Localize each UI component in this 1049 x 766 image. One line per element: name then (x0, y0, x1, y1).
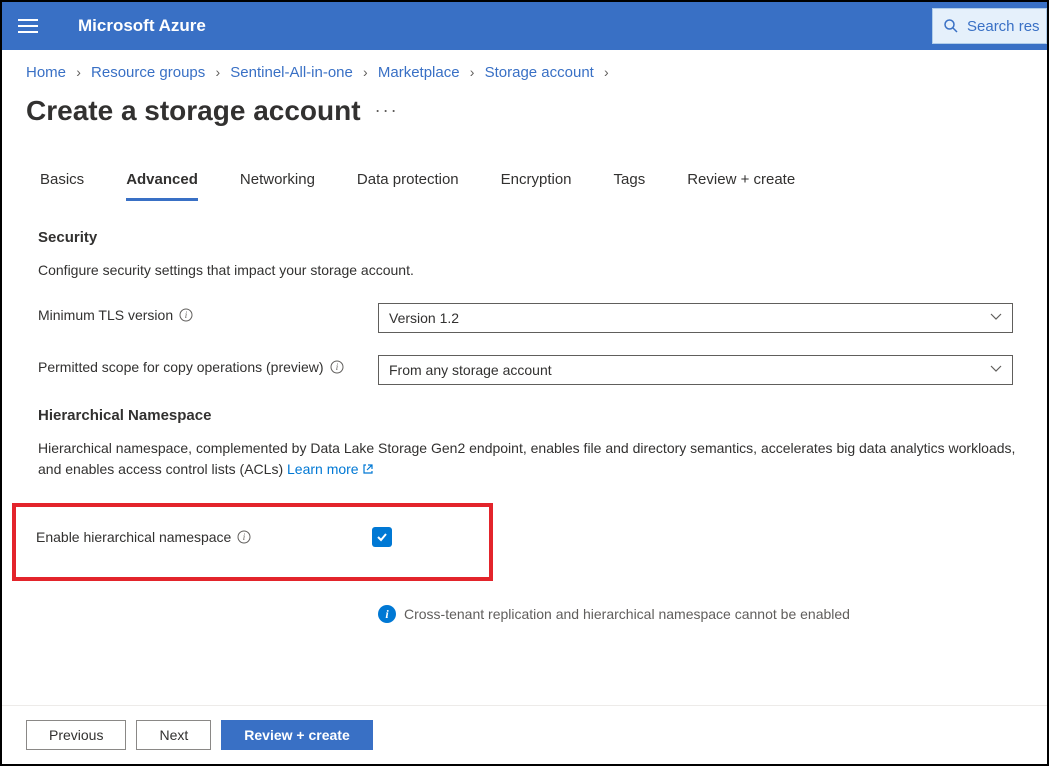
tab-encryption[interactable]: Encryption (501, 171, 572, 201)
breadcrumb-item[interactable]: Home (26, 64, 66, 81)
svg-text:i: i (185, 310, 188, 320)
chevron-down-icon (990, 312, 1002, 324)
tls-label: Minimum TLS version i (38, 303, 378, 323)
tab-networking[interactable]: Networking (240, 171, 315, 201)
next-button[interactable]: Next (136, 720, 211, 750)
brand-label: Microsoft Azure (78, 16, 206, 36)
tab-advanced[interactable]: Advanced (126, 171, 198, 201)
tls-select[interactable]: Version 1.2 (378, 303, 1013, 333)
tab-review-create[interactable]: Review + create (687, 171, 795, 201)
info-icon: i (378, 605, 396, 623)
scope-select[interactable]: From any storage account (378, 355, 1013, 385)
external-link-icon (362, 460, 374, 481)
scope-row: Permitted scope for copy operations (pre… (38, 355, 1023, 385)
breadcrumb-item[interactable]: Storage account (485, 64, 594, 81)
check-icon (375, 530, 389, 544)
enable-hns-checkbox[interactable] (372, 527, 392, 547)
enable-hns-label: Enable hierarchical namespace i (36, 529, 372, 545)
tab-data-protection[interactable]: Data protection (357, 171, 459, 201)
security-description: Configure security settings that impact … (38, 260, 1023, 281)
search-input[interactable]: Search res (932, 8, 1047, 44)
breadcrumb-item[interactable]: Marketplace (378, 64, 460, 81)
warning-text: Cross-tenant replication and hierarchica… (404, 606, 850, 622)
tls-row: Minimum TLS version i Version 1.2 (38, 303, 1023, 333)
breadcrumb-item[interactable]: Sentinel-All-in-one (230, 64, 353, 81)
scope-value: From any storage account (389, 362, 552, 378)
previous-button[interactable]: Previous (26, 720, 126, 750)
chevron-right-icon: › (604, 64, 609, 80)
tab-basics[interactable]: Basics (40, 171, 84, 201)
review-create-button[interactable]: Review + create (221, 720, 372, 750)
svg-text:i: i (243, 532, 246, 542)
info-icon[interactable]: i (237, 530, 251, 544)
info-icon[interactable]: i (179, 308, 193, 322)
breadcrumb: Home › Resource groups › Sentinel-All-in… (2, 50, 1047, 89)
tls-value: Version 1.2 (389, 310, 459, 326)
page-title: Create a storage account··· (2, 89, 1047, 133)
top-bar: Microsoft Azure Search res (2, 2, 1047, 50)
info-icon[interactable]: i (330, 360, 344, 374)
hns-heading: Hierarchical Namespace (38, 407, 1023, 424)
menu-icon[interactable] (18, 16, 38, 36)
highlight-box: Enable hierarchical namespace i (12, 503, 493, 581)
footer-bar: Previous Next Review + create (2, 705, 1047, 764)
content-area: Security Configure security settings tha… (2, 201, 1047, 623)
chevron-down-icon (990, 364, 1002, 376)
security-heading: Security (38, 229, 1023, 246)
svg-text:i: i (335, 362, 338, 372)
tab-tags[interactable]: Tags (614, 171, 646, 201)
search-placeholder: Search res (967, 18, 1040, 35)
chevron-right-icon: › (470, 64, 475, 80)
chevron-right-icon: › (215, 64, 220, 80)
hns-warning: i Cross-tenant replication and hierarchi… (38, 605, 1023, 623)
chevron-right-icon: › (76, 64, 81, 80)
tab-strip: Basics Advanced Networking Data protecti… (2, 133, 1047, 201)
scope-label: Permitted scope for copy operations (pre… (38, 355, 378, 375)
chevron-right-icon: › (363, 64, 368, 80)
search-icon (943, 18, 959, 34)
hns-description: Hierarchical namespace, complemented by … (38, 438, 1023, 481)
more-icon[interactable]: ··· (375, 100, 399, 120)
breadcrumb-item[interactable]: Resource groups (91, 64, 205, 81)
learn-more-link[interactable]: Learn more (287, 461, 374, 477)
enable-hns-row: Enable hierarchical namespace i (36, 527, 477, 547)
